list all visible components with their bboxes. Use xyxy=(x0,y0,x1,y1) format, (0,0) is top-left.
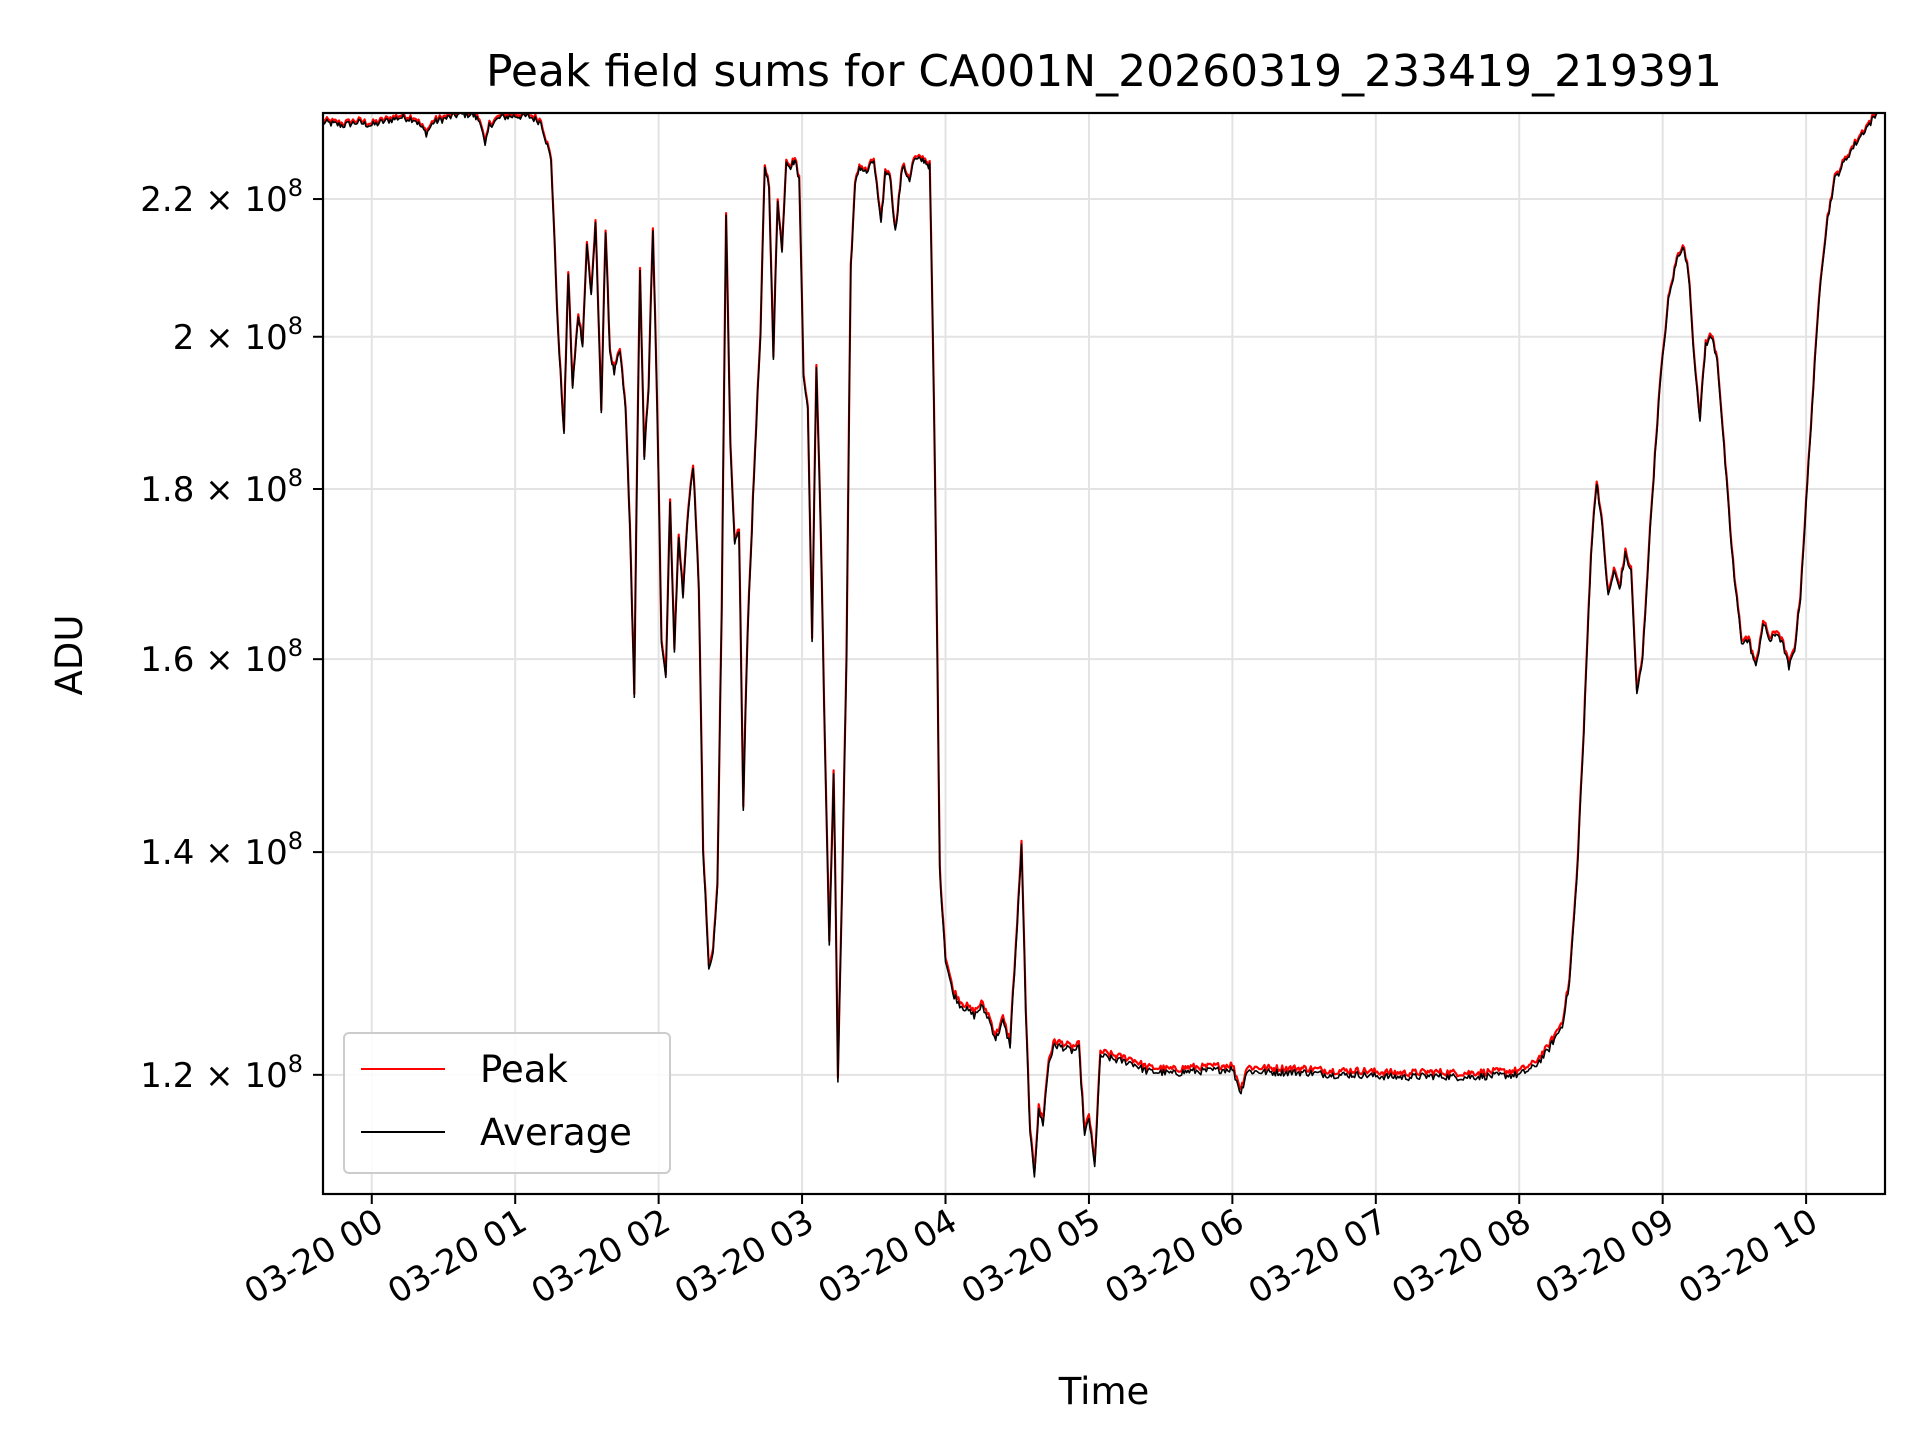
y-tick-label: 2 × 108 xyxy=(173,312,303,358)
chart-title: Peak field sums for CA001N_20260319_2334… xyxy=(486,46,1722,97)
y-tick-label: 2.2 × 108 xyxy=(140,174,303,220)
legend: Peak Average xyxy=(343,1032,671,1174)
axes-frame xyxy=(321,111,1887,1196)
y-tick-label: 1.4 × 108 xyxy=(140,827,303,873)
series-line-average xyxy=(323,113,1879,1178)
legend-average-label: Average xyxy=(480,1111,632,1154)
y-axis-label: ADU xyxy=(48,615,91,696)
y-axis: 1.2 × 108 1.4 × 108 1.6 × 108 1.8 × 108 2 × … xyxy=(140,174,323,1096)
x-axis-label: Time xyxy=(1058,1370,1150,1413)
legend-peak-label: Peak xyxy=(480,1048,568,1091)
plot-area xyxy=(323,113,1879,1178)
y-tick-label: 1.6 × 108 xyxy=(140,634,303,680)
y-tick-label: 1.2 × 108 xyxy=(140,1050,303,1096)
y-tick-label: 1.8 × 108 xyxy=(140,464,303,510)
